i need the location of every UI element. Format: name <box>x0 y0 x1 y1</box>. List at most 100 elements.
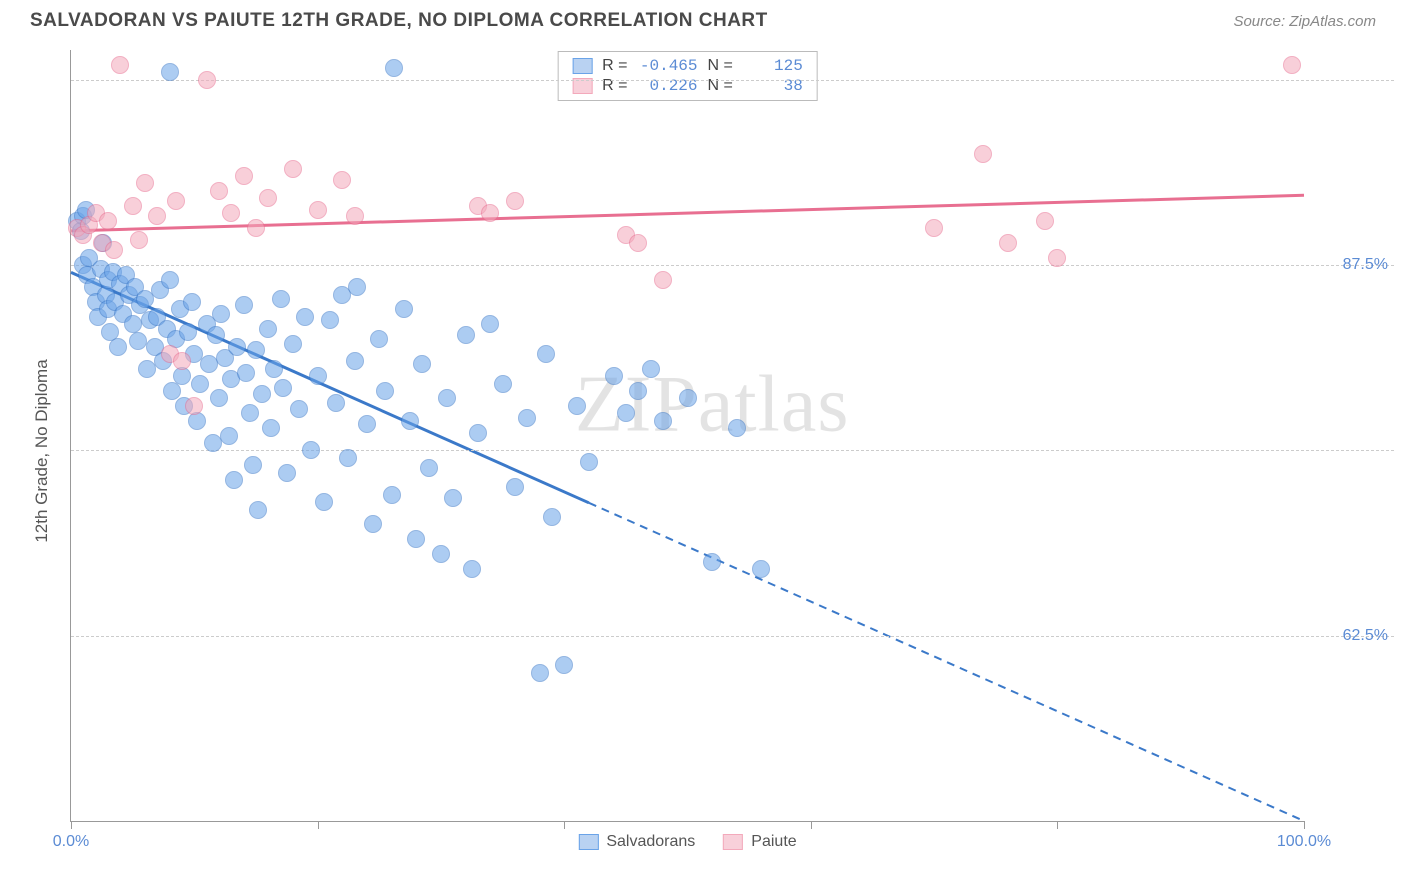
gridline-h <box>71 265 1394 266</box>
scatter-point <box>210 389 228 407</box>
legend-swatch <box>572 58 592 74</box>
x-tick-label: 100.0% <box>1277 833 1331 851</box>
scatter-point <box>212 305 230 323</box>
scatter-point <box>1036 212 1054 230</box>
scatter-point <box>109 338 127 356</box>
scatter-point <box>124 197 142 215</box>
scatter-point <box>568 397 586 415</box>
scatter-point <box>629 234 647 252</box>
plot-container: 12th Grade, No Diploma ZIPatlas R =-0.46… <box>50 50 1394 852</box>
scatter-point <box>302 441 320 459</box>
x-tick <box>71 821 72 829</box>
scatter-point <box>249 501 267 519</box>
scatter-point <box>432 545 450 563</box>
stats-legend-box: R =-0.465N =125R =0.226N =38 <box>557 51 818 101</box>
scatter-point <box>161 63 179 81</box>
legend-bottom: Salvadorans Paiute <box>578 833 796 851</box>
scatter-point <box>284 335 302 353</box>
scatter-point <box>385 59 403 77</box>
scatter-point <box>752 560 770 578</box>
scatter-point <box>481 204 499 222</box>
scatter-point <box>728 419 746 437</box>
stats-r-value: -0.465 <box>638 57 698 75</box>
scatter-point <box>247 219 265 237</box>
scatter-point <box>129 332 147 350</box>
x-tick <box>811 821 812 829</box>
x-tick <box>1304 821 1305 829</box>
scatter-point <box>259 189 277 207</box>
scatter-point <box>364 515 382 533</box>
legend-item: Paiute <box>723 833 796 851</box>
scatter-point <box>469 424 487 442</box>
scatter-point <box>376 382 394 400</box>
scatter-point <box>395 300 413 318</box>
chart-title: SALVADORAN VS PAIUTE 12TH GRADE, NO DIPL… <box>30 10 768 32</box>
scatter-point <box>629 382 647 400</box>
scatter-point <box>555 656 573 674</box>
scatter-point <box>105 241 123 259</box>
scatter-point <box>358 415 376 433</box>
gridline-h <box>71 636 1394 637</box>
scatter-point <box>136 174 154 192</box>
scatter-point <box>253 385 271 403</box>
scatter-point <box>481 315 499 333</box>
y-tick-label: 62.5% <box>1343 627 1388 645</box>
x-tick <box>318 821 319 829</box>
scatter-point <box>654 412 672 430</box>
scatter-point <box>1048 249 1066 267</box>
scatter-point <box>407 530 425 548</box>
stats-n-value: 125 <box>743 57 803 75</box>
y-axis-title: 12th Grade, No Diploma <box>32 359 52 542</box>
scatter-point <box>237 364 255 382</box>
scatter-point <box>124 315 142 333</box>
chart-source: Source: ZipAtlas.com <box>1233 13 1376 30</box>
scatter-point <box>463 560 481 578</box>
scatter-point <box>235 296 253 314</box>
scatter-point <box>654 271 672 289</box>
scatter-point <box>247 341 265 359</box>
x-tick-label: 0.0% <box>53 833 89 851</box>
scatter-point <box>185 397 203 415</box>
scatter-point <box>222 204 240 222</box>
scatter-point <box>244 456 262 474</box>
y-tick-label: 87.5% <box>1343 256 1388 274</box>
scatter-point <box>235 167 253 185</box>
legend-swatch <box>578 834 598 850</box>
scatter-point <box>259 320 277 338</box>
scatter-point <box>167 192 185 210</box>
scatter-point <box>506 192 524 210</box>
scatter-point <box>173 352 191 370</box>
scatter-point <box>413 355 431 373</box>
stats-r-label: R = <box>602 57 627 75</box>
scatter-point <box>420 459 438 477</box>
scatter-point <box>537 345 555 363</box>
x-tick <box>1057 821 1058 829</box>
scatter-point <box>272 290 290 308</box>
legend-swatch <box>723 834 743 850</box>
gridline-h <box>71 450 1394 451</box>
scatter-point <box>225 471 243 489</box>
scatter-point <box>274 379 292 397</box>
scatter-point <box>111 56 129 74</box>
scatter-point <box>210 182 228 200</box>
legend-item: Salvadorans <box>578 833 695 851</box>
scatter-point <box>315 493 333 511</box>
scatter-point <box>999 234 1017 252</box>
scatter-point <box>327 394 345 412</box>
scatter-point <box>346 207 364 225</box>
scatter-point <box>348 278 366 296</box>
scatter-point <box>518 409 536 427</box>
scatter-point <box>679 389 697 407</box>
scatter-point <box>457 326 475 344</box>
scatter-point <box>605 367 623 385</box>
scatter-point <box>309 201 327 219</box>
scatter-point <box>333 171 351 189</box>
stats-row: R =-0.465N =125 <box>558 56 817 76</box>
scatter-point <box>183 293 201 311</box>
scatter-point <box>262 419 280 437</box>
plot-area: ZIPatlas R =-0.465N =125R =0.226N =38 62… <box>70 50 1304 822</box>
scatter-point <box>296 308 314 326</box>
scatter-point <box>703 553 721 571</box>
gridline-h <box>71 80 1394 81</box>
scatter-point <box>370 330 388 348</box>
